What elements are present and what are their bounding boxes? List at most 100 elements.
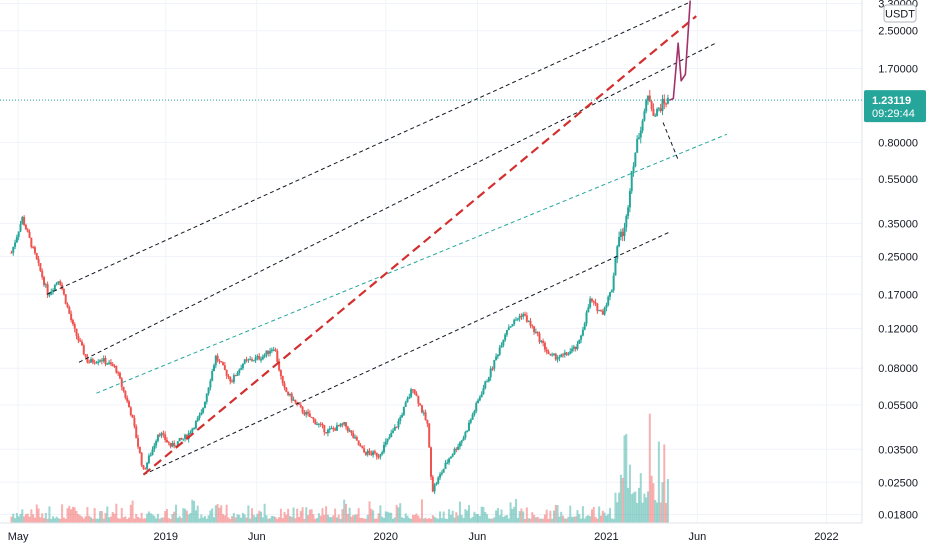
- volume-bar: [207, 515, 210, 523]
- candle-body: [531, 325, 534, 327]
- candle-body: [402, 406, 405, 415]
- volume-bar: [39, 517, 42, 523]
- candle-body: [502, 340, 505, 346]
- volume-bar: [345, 503, 348, 523]
- candle-body: [287, 391, 290, 396]
- volume-bar: [73, 507, 76, 523]
- volume-bar: [151, 514, 154, 523]
- volume-bar: [648, 413, 651, 523]
- volume-bar: [265, 515, 268, 523]
- time-axis[interactable]: May 2019 Jun 2020 Jun 2021 Jun 2022: [8, 531, 839, 543]
- volume-bar: [325, 506, 328, 523]
- candle-body: [57, 281, 60, 283]
- volume-bar: [194, 510, 197, 523]
- volume-bar: [659, 502, 662, 523]
- candle-body: [19, 224, 22, 232]
- volume-bar: [335, 517, 338, 523]
- volume-bar: [111, 511, 114, 523]
- volume-bar: [106, 506, 109, 523]
- candle-body: [504, 334, 507, 341]
- volume-bar: [603, 512, 606, 523]
- candle-body: [484, 381, 487, 389]
- currency-badge[interactable]: USDT: [883, 4, 917, 23]
- volume-bar: [66, 508, 69, 523]
- volume-bar: [652, 483, 655, 523]
- volume-bar: [122, 517, 125, 523]
- price-axis[interactable]: 3.300002.500001.700000.800000.550000.350…: [878, 0, 918, 521]
- volume-bar: [558, 516, 561, 523]
- volume-bar: [647, 491, 650, 523]
- candle-body: [355, 437, 358, 441]
- volume-bar: [440, 518, 443, 523]
- candle-body: [422, 412, 425, 414]
- time-tick-label: Jun: [248, 531, 266, 543]
- candle-body: [451, 454, 454, 457]
- volume-bar: [393, 517, 396, 523]
- volume-bar: [422, 518, 425, 523]
- candle-body: [79, 340, 82, 342]
- projection-path[interactable]: [668, 0, 692, 101]
- candle-body: [381, 452, 384, 455]
- volume-bar: [619, 474, 622, 523]
- volume-bar: [628, 464, 631, 523]
- candle-body: [28, 231, 31, 238]
- volume-bar: [466, 510, 469, 523]
- volume-bar: [504, 515, 507, 523]
- candle-body: [64, 294, 67, 304]
- volume-bar: [417, 515, 420, 523]
- candle-body: [203, 401, 206, 408]
- volume-bar: [563, 518, 566, 523]
- candle-body: [269, 351, 272, 354]
- volume-bar: [469, 518, 472, 523]
- volume-bar: [185, 510, 188, 523]
- trendlines[interactable]: [46, 1, 728, 476]
- candle-body: [118, 372, 121, 379]
- candle-body: [339, 423, 342, 427]
- candle-body: [471, 414, 474, 420]
- candle-body: [392, 430, 395, 433]
- volume-bar: [343, 499, 346, 523]
- current-price-value: 1.23119: [872, 95, 911, 107]
- volume-bar: [142, 518, 145, 523]
- candle-body: [513, 319, 516, 325]
- volume-bar: [109, 516, 112, 523]
- volume-bar: [433, 516, 436, 523]
- candle-body: [478, 397, 481, 401]
- volume-bar: [554, 504, 557, 523]
- candle-body: [522, 314, 525, 317]
- candle-body: [460, 440, 463, 443]
- candle-body: [592, 301, 595, 303]
- volume-bar: [536, 516, 539, 523]
- candle-body: [350, 430, 353, 434]
- candle-body: [408, 396, 411, 399]
- candle-body: [364, 452, 367, 455]
- candle-body: [571, 348, 574, 352]
- candle-body: [88, 362, 91, 364]
- candle-body: [265, 350, 268, 355]
- volume-bar: [82, 518, 85, 523]
- volume-bar: [146, 513, 149, 523]
- candle-body: [585, 312, 588, 324]
- candle-body: [137, 438, 140, 447]
- candle-body: [341, 423, 344, 425]
- candle-body: [346, 426, 349, 432]
- candle-body: [439, 474, 442, 478]
- volume-bar: [297, 516, 300, 523]
- volume-bar: [654, 500, 657, 523]
- volume-bar: [368, 501, 371, 523]
- volume-bar: [23, 516, 26, 523]
- volume-bar: [373, 518, 376, 523]
- volume-bar: [48, 506, 51, 523]
- volume-bar: [288, 516, 291, 523]
- volume-bar: [281, 518, 284, 523]
- volume-bar: [220, 505, 223, 523]
- volume-bar: [305, 507, 308, 523]
- candle-body: [290, 393, 293, 401]
- candle-body: [37, 259, 40, 264]
- candle-body: [514, 319, 517, 321]
- volume-bar: [587, 515, 590, 523]
- volume-bar: [562, 515, 565, 523]
- volume-bar: [328, 517, 331, 523]
